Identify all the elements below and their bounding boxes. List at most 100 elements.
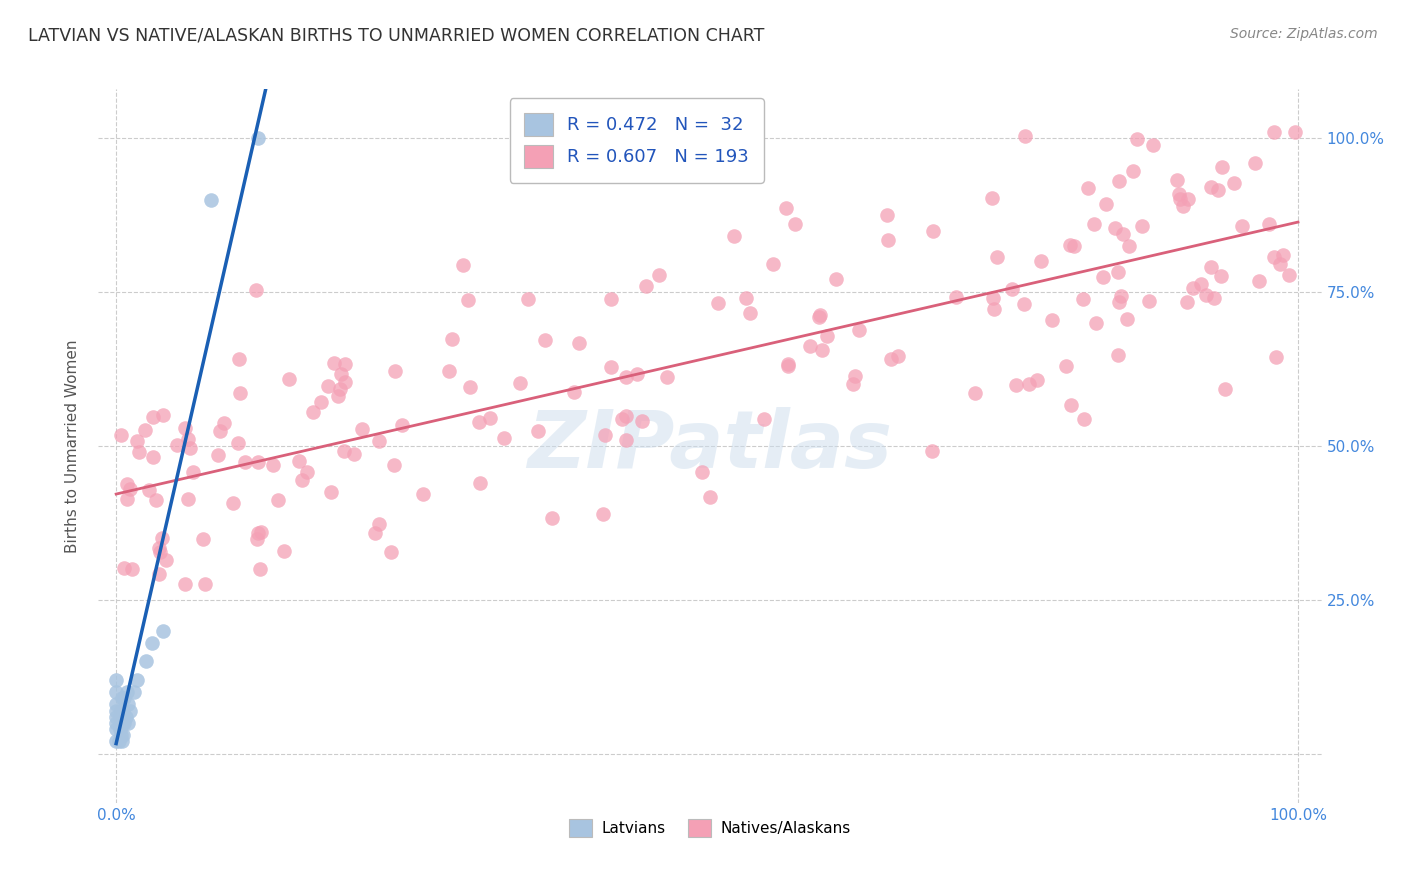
Point [1206,184,1229,198]
Point [273,543,295,558]
Point [458,380,481,394]
Point [207,448,229,462]
Point [112,704,135,718]
Point [209,424,232,438]
Point [963,386,986,401]
Point [887,349,910,363]
Point [1189,277,1212,291]
Point [245,283,267,297]
Point [778,359,800,374]
Point [647,268,669,282]
Point [179,441,201,455]
Point [1258,217,1281,231]
Point [138,483,160,497]
Point [1071,293,1094,307]
Point [105,698,128,712]
Point [288,454,311,468]
Point [775,201,797,215]
Point [1222,176,1244,190]
Point [754,412,776,426]
Point [111,691,134,706]
Point [335,357,357,371]
Point [145,493,167,508]
Point [141,636,163,650]
Point [309,395,332,409]
Point [382,458,405,473]
Point [200,193,222,207]
Point [1181,280,1204,294]
Point [222,496,245,510]
Point [568,336,591,351]
Point [1094,196,1116,211]
Point [1243,155,1265,169]
Point [152,624,174,638]
Point [115,491,138,506]
Point [986,251,1008,265]
Point [1001,282,1024,296]
Point [1263,125,1285,139]
Point [142,409,165,424]
Point [1284,125,1306,139]
Point [350,421,373,435]
Point [1137,294,1160,309]
Point [762,257,785,271]
Point [155,553,177,567]
Point [1204,291,1226,305]
Point [562,384,585,399]
Point [457,293,479,308]
Point [105,685,128,699]
Point [249,562,271,576]
Point [115,477,138,491]
Point [118,482,141,496]
Point [181,465,204,479]
Point [437,363,460,377]
Point [1012,296,1035,310]
Point [367,434,389,448]
Point [112,561,135,575]
Point [1213,382,1236,396]
Point [612,412,634,426]
Text: Source: ZipAtlas.com: Source: ZipAtlas.com [1230,27,1378,41]
Point [262,458,284,472]
Point [177,491,200,506]
Point [1083,217,1105,231]
Point [128,445,150,459]
Point [1122,164,1144,178]
Point [121,562,143,576]
Point [134,423,156,437]
Point [1111,227,1133,241]
Legend: Latvians, Natives/Alaskans: Latvians, Natives/Alaskans [561,811,859,845]
Point [148,566,170,581]
Point [1209,269,1232,284]
Point [1199,179,1222,194]
Point [516,292,538,306]
Point [815,329,838,343]
Point [1063,239,1085,253]
Point [112,715,135,730]
Point [120,704,142,718]
Point [174,577,197,591]
Point [877,233,900,247]
Point [235,455,257,469]
Point [921,223,943,237]
Point [226,435,249,450]
Point [111,734,134,748]
Point [1168,187,1191,202]
Point [111,715,134,730]
Point [114,709,136,723]
Point [1230,219,1253,234]
Point [1040,313,1063,327]
Point [983,291,1005,305]
Point [1091,270,1114,285]
Point [278,372,301,386]
Point [105,704,128,718]
Point [699,490,721,504]
Point [229,385,252,400]
Point [148,541,170,556]
Point [323,356,346,370]
Point [636,279,658,293]
Point [808,308,831,322]
Point [1166,173,1188,187]
Point [1170,192,1192,206]
Point [267,493,290,508]
